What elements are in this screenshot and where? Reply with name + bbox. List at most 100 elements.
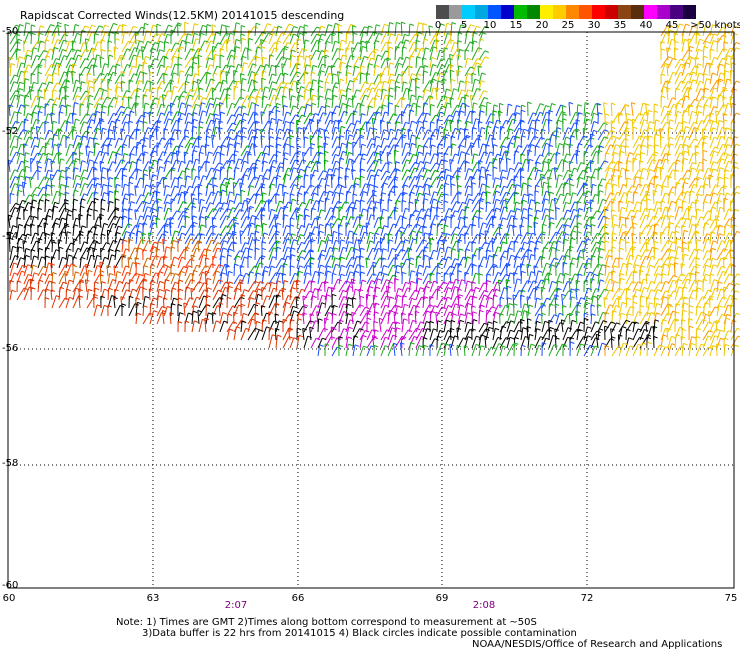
- wind-barb: [660, 153, 666, 165]
- wind-barb: [37, 176, 45, 189]
- wind-barb: [660, 25, 668, 37]
- wind-barb-flag: [211, 232, 216, 235]
- wind-barb-flag: [152, 24, 158, 28]
- wind-barb: [408, 23, 411, 37]
- wind-barb: [128, 232, 132, 245]
- wind-barb-flag: [371, 200, 376, 203]
- wind-barb-flag: [306, 64, 311, 67]
- wind-barb: [197, 65, 200, 77]
- wind-barb-flag: [530, 144, 536, 147]
- wind-barb: [485, 209, 493, 221]
- wind-barb-flag: [703, 73, 709, 76]
- wind-barb-flag: [545, 105, 550, 108]
- wind-barb: [233, 209, 241, 221]
- wind-barb: [191, 215, 194, 229]
- wind-barb-flag: [275, 230, 280, 233]
- wind-barb: [457, 110, 461, 125]
- wind-barb-flag: [645, 214, 650, 218]
- wind-barb-flag: [64, 199, 69, 202]
- wind-barb: [114, 82, 119, 93]
- wind-barb-flag: [423, 102, 429, 105]
- wind-barb-flag: [156, 142, 162, 145]
- wind-barb: [128, 47, 135, 61]
- wind-barb-flag: [120, 54, 125, 58]
- wind-barb-flag: [33, 111, 38, 115]
- wind-barb-flag: [511, 178, 516, 182]
- wind-barb-flag: [244, 199, 249, 203]
- wind-barb: [380, 58, 386, 69]
- wind-barb-flag: [220, 48, 225, 51]
- wind-barb-flag: [181, 160, 186, 164]
- wind-barb-flag: [286, 225, 291, 228]
- wind-barb-flag: [83, 121, 88, 124]
- wind-barb-flag: [611, 209, 616, 212]
- wind-barb-flag: [418, 120, 423, 124]
- wind-barb-flag: [326, 40, 331, 44]
- wind-barb-flag: [189, 160, 194, 163]
- wind-barb-flag: [452, 143, 457, 146]
- wind-barb: [709, 127, 714, 141]
- wind-barb-flag: [61, 217, 66, 220]
- wind-barb: [289, 233, 293, 245]
- wind-barb-flag: [656, 184, 662, 187]
- wind-barb-flag: [456, 201, 461, 204]
- wind-barb: [681, 87, 688, 101]
- wind-barb: [667, 58, 674, 69]
- wind-barb-flag: [486, 201, 492, 204]
- wind-barb-flag: [220, 54, 225, 58]
- wind-barb-flag: [147, 40, 152, 44]
- wind-barb: [64, 86, 67, 101]
- wind-barb-flag: [239, 182, 244, 185]
- wind-barb: [79, 95, 87, 109]
- wind-barb: [205, 177, 213, 189]
- wind-barb-flag: [388, 216, 393, 219]
- wind-barb-flag: [328, 190, 334, 194]
- wind-barb: [170, 24, 178, 37]
- wind-barb-flag: [96, 110, 101, 114]
- wind-barb-flag: [473, 102, 478, 105]
- wind-barb: [436, 105, 443, 117]
- wind-barb: [688, 46, 691, 61]
- wind-barb: [184, 168, 186, 181]
- wind-barb: [275, 200, 280, 213]
- wind-barb: [394, 215, 401, 229]
- wind-barb-flag: [154, 97, 159, 100]
- wind-barb-flag: [735, 209, 740, 212]
- wind-barb-flag: [373, 206, 378, 209]
- wind-barb: [359, 200, 362, 213]
- wind-barb: [674, 198, 678, 213]
- wind-barb: [142, 174, 145, 189]
- wind-barb: [569, 201, 575, 213]
- wind-barb: [226, 114, 233, 125]
- wind-barb: [30, 112, 34, 125]
- wind-barb-flag: [520, 167, 525, 170]
- wind-barb: [553, 167, 557, 181]
- wind-barb-flag: [33, 47, 38, 50]
- wind-barb: [120, 57, 123, 69]
- wind-barb: [296, 55, 300, 69]
- wind-barb-flag: [138, 80, 144, 83]
- wind-barb: [78, 73, 81, 85]
- wind-barb-flag: [261, 46, 266, 49]
- wind-barb-flag: [462, 201, 467, 205]
- wind-barb: [107, 191, 110, 205]
- wind-barb-flag: [76, 32, 82, 36]
- wind-barb-flag: [430, 121, 435, 124]
- wind-barb-flag: [155, 33, 160, 36]
- wind-barb-flag: [81, 225, 87, 228]
- wind-barb: [9, 90, 17, 101]
- wind-barb-flag: [594, 194, 600, 197]
- wind-barb: [478, 26, 486, 37]
- wind-barb: [646, 135, 650, 149]
- wind-barb-flag: [698, 193, 703, 197]
- wind-barb-flag: [405, 121, 410, 125]
- wind-barb-flag: [154, 42, 159, 45]
- wind-barb-flag: [565, 224, 570, 227]
- wind-barb: [352, 153, 360, 165]
- wind-barb: [240, 216, 247, 229]
- wind-barb: [23, 136, 30, 149]
- wind-barb-flag: [565, 201, 570, 205]
- wind-barb: [681, 126, 687, 141]
- wind-barb: [709, 218, 716, 229]
- wind-barb: [674, 182, 677, 197]
